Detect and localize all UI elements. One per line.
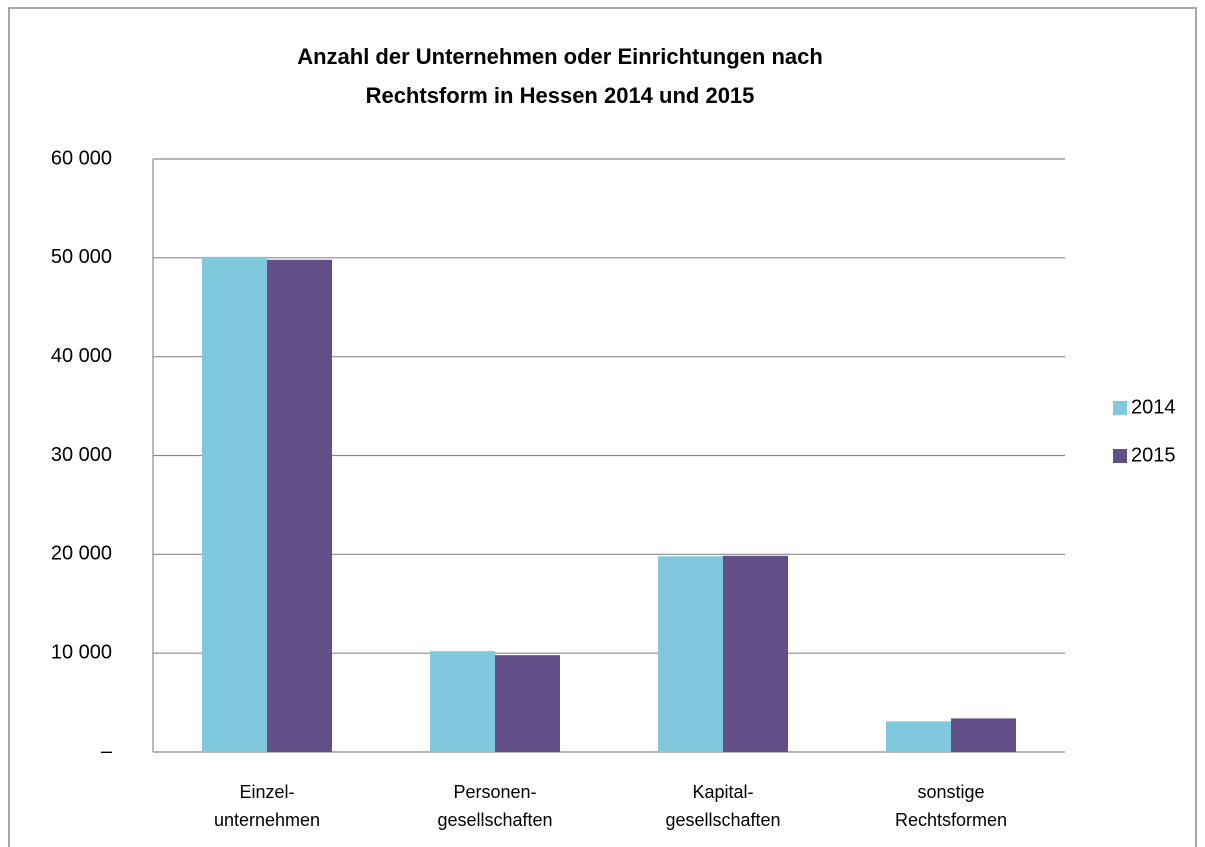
bar <box>723 555 788 752</box>
chart-title: Rechtsform in Hessen 2014 und 2015 <box>366 83 755 108</box>
bar <box>267 259 332 752</box>
legend-swatch <box>1113 401 1127 415</box>
bar <box>202 256 267 752</box>
y-tick-label: 30 000 <box>51 444 112 466</box>
chart-border <box>8 7 1197 847</box>
bar <box>430 651 495 752</box>
y-tick-label: 10 000 <box>51 641 112 663</box>
y-tick-label: – <box>101 740 113 762</box>
bar <box>951 718 1016 752</box>
x-tick-label: Rechtsformen <box>895 810 1007 830</box>
y-tick-label: 20 000 <box>51 543 112 565</box>
bar <box>886 721 951 752</box>
y-tick-label: 60 000 <box>51 147 112 169</box>
chart-title: Anzahl der Unternehmen oder Einrichtunge… <box>297 44 823 69</box>
x-tick-label: unternehmen <box>214 810 320 830</box>
bar <box>658 556 723 752</box>
legend-label: 2015 <box>1131 444 1176 466</box>
x-tick-label: gesellschaften <box>665 810 780 830</box>
legend-swatch <box>1113 449 1127 463</box>
y-tick-label: 40 000 <box>51 345 112 367</box>
x-tick-label: Personen- <box>453 782 536 802</box>
x-tick-label: gesellschaften <box>437 810 552 830</box>
bar <box>495 655 560 752</box>
x-tick-label: Kapital- <box>692 782 753 802</box>
legend-label: 2014 <box>1131 396 1176 418</box>
x-tick-label: sonstige <box>917 782 984 802</box>
y-tick-label: 50 000 <box>51 246 112 268</box>
x-tick-label: Einzel- <box>239 782 294 802</box>
